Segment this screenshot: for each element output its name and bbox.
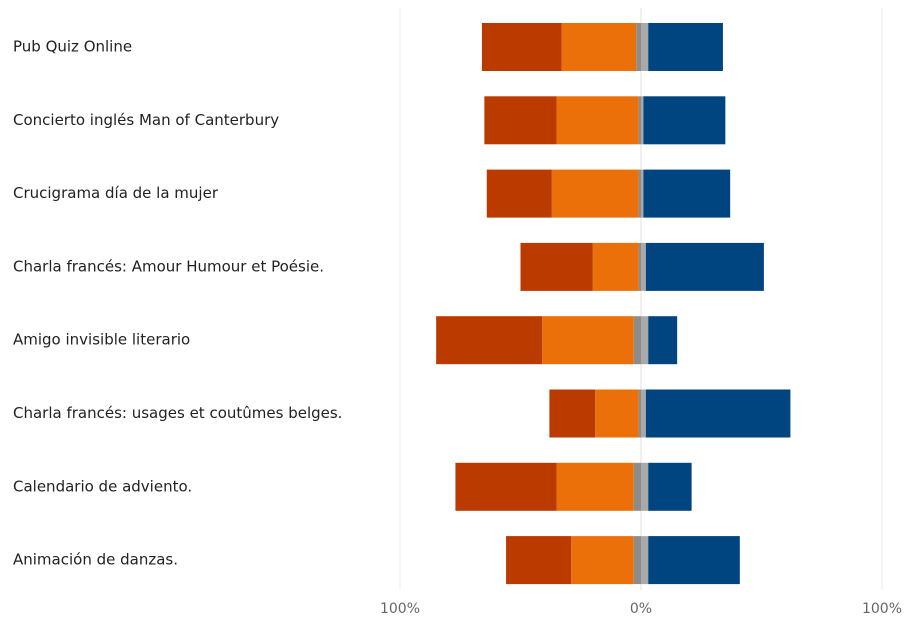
bar-segment [641, 96, 644, 145]
bar-segment [648, 462, 692, 511]
bar-segment [645, 389, 791, 438]
bar-segment [638, 169, 641, 218]
x-tick-labels: 100% 0% 100% [380, 601, 902, 617]
category-label: Crucigrama día de la mujer [13, 184, 219, 202]
bar-segment [638, 389, 641, 438]
bar-segment [641, 23, 649, 71]
category-label: Animación de danzas. [13, 551, 178, 569]
bar-segment [486, 169, 552, 218]
bar-segment [556, 462, 634, 511]
bar-segment [641, 242, 646, 291]
bar-segment [643, 96, 726, 145]
bar-segment [633, 316, 641, 365]
x-tick-label: 100% [380, 601, 420, 617]
x-tick-label: 100% [862, 601, 902, 617]
bar-segment [648, 23, 723, 71]
category-label: Charla francés: usages et coutûmes belge… [13, 404, 342, 422]
bar-segment [641, 462, 649, 511]
bar-segment [549, 389, 596, 438]
bar-segment [556, 96, 639, 145]
category-label: Calendario de adviento. [13, 477, 192, 495]
bar-segment [648, 316, 678, 365]
bar-segment [641, 316, 649, 365]
category-label: Pub Quiz Online [13, 38, 132, 56]
category-label: Concierto inglés Man of Canterbury [13, 111, 279, 129]
bar-segment [455, 462, 557, 511]
bar-segment [638, 96, 641, 145]
bar-segment [638, 242, 641, 291]
bar-segment [592, 242, 639, 291]
bars [436, 23, 791, 585]
bar-segment [641, 536, 649, 585]
bar-segment [633, 462, 641, 511]
bar-segment [645, 242, 764, 291]
bar-segment [542, 316, 634, 365]
bar-segment [641, 389, 646, 438]
category-labels: Pub Quiz Online Concierto inglés Man of C… [13, 38, 342, 569]
bar-segment [643, 169, 731, 218]
category-label: Charla francés: Amour Humour et Poésie. [13, 257, 324, 275]
bar-segment [571, 536, 634, 585]
bar-segment [641, 169, 644, 218]
category-label: Amigo invisible literario [13, 331, 190, 349]
bar-segment [633, 536, 641, 585]
bar-segment [436, 316, 543, 365]
bar-segment [561, 23, 637, 71]
bar-segment [551, 169, 639, 218]
bar-segment [484, 96, 557, 145]
bar-segment [481, 23, 562, 71]
bar-segment [595, 389, 639, 438]
bar-segment [506, 536, 572, 585]
bar-segment [636, 23, 641, 71]
bar-segment [520, 242, 593, 291]
x-tick-label: 0% [630, 601, 652, 617]
bar-segment [648, 536, 740, 585]
